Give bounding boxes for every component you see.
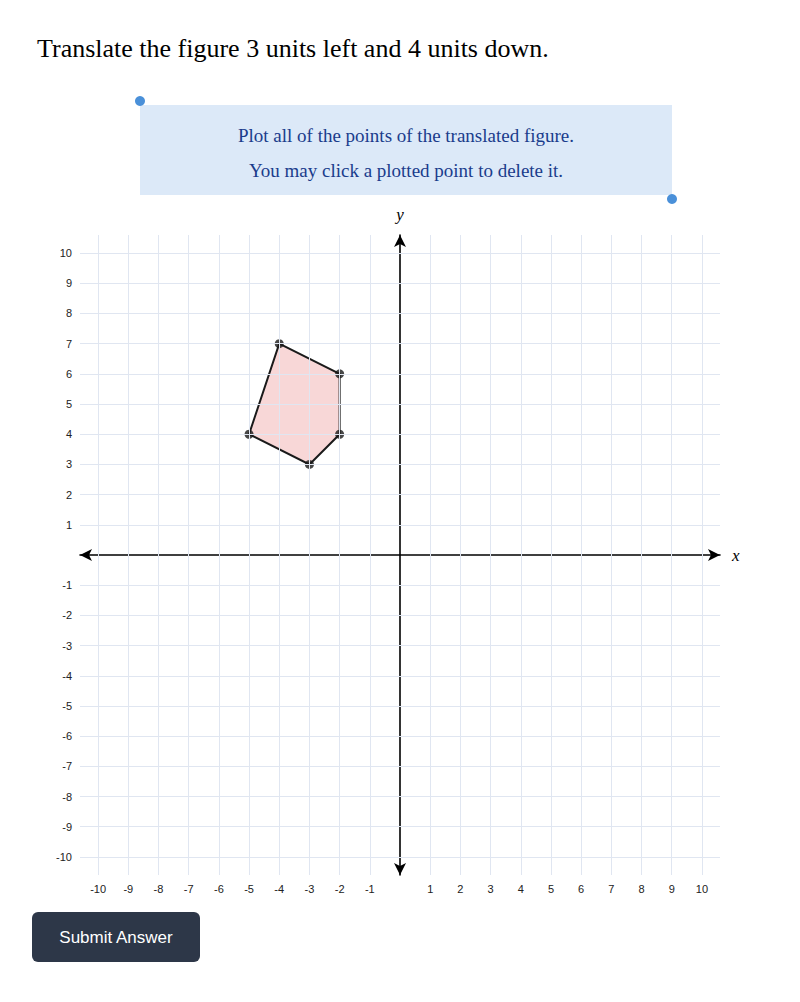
svg-text:2: 2 [457,883,463,895]
svg-text:Translate the figure 3 units l: Translate the figure 3 units left and 4 … [37,34,549,63]
svg-text:-5: -5 [62,700,72,712]
svg-text:-3: -3 [62,640,72,652]
svg-text:8: 8 [638,883,644,895]
svg-text:Plot all of the points of the: Plot all of the points of the translated… [238,125,574,146]
svg-text:-8: -8 [154,883,164,895]
svg-text:-9: -9 [123,883,133,895]
svg-text:-2: -2 [62,609,72,621]
svg-text:-10: -10 [90,883,106,895]
svg-text:8: 8 [66,307,72,319]
svg-text:-6: -6 [62,730,72,742]
svg-text:5: 5 [548,883,554,895]
svg-text:-9: -9 [62,821,72,833]
svg-text:-1: -1 [62,579,72,591]
svg-text:Submit Answer: Submit Answer [59,928,173,947]
svg-text:You may click a plotted point: You may click a plotted point to delete … [249,160,563,181]
svg-text:7: 7 [66,338,72,350]
svg-text:-4: -4 [274,883,284,895]
svg-text:4: 4 [518,883,524,895]
svg-text:x: x [731,546,740,565]
svg-text:6: 6 [66,368,72,380]
svg-text:-7: -7 [184,883,194,895]
svg-text:9: 9 [669,883,675,895]
svg-text:2: 2 [66,489,72,501]
svg-text:-6: -6 [214,883,224,895]
svg-text:1: 1 [427,883,433,895]
svg-text:7: 7 [608,883,614,895]
svg-text:10: 10 [696,883,708,895]
svg-text:-4: -4 [62,670,72,682]
svg-text:-1: -1 [365,883,375,895]
svg-text:y: y [394,205,404,224]
svg-text:4: 4 [66,428,72,440]
svg-text:-5: -5 [244,883,254,895]
svg-text:9: 9 [66,277,72,289]
svg-text:3: 3 [66,458,72,470]
svg-text:1: 1 [66,519,72,531]
svg-text:-8: -8 [62,791,72,803]
svg-text:6: 6 [578,883,584,895]
svg-text:-2: -2 [335,883,345,895]
svg-text:5: 5 [66,398,72,410]
svg-text:-3: -3 [305,883,315,895]
svg-text:3: 3 [488,883,494,895]
svg-text:-10: -10 [56,851,72,863]
svg-text:10: 10 [60,247,72,259]
svg-text:-7: -7 [62,760,72,772]
